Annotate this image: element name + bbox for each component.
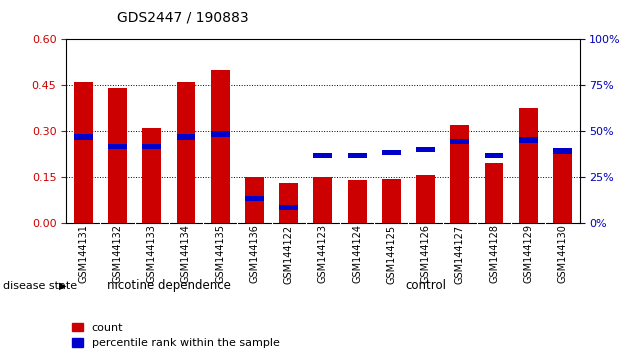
Bar: [382, 150, 401, 155]
Bar: [279, 183, 298, 223]
Bar: [142, 144, 161, 149]
Bar: [348, 153, 367, 158]
Bar: [484, 153, 503, 158]
Bar: [108, 144, 127, 149]
Bar: [74, 82, 93, 223]
Bar: [553, 154, 572, 223]
Text: GDS2447 / 190883: GDS2447 / 190883: [117, 11, 248, 25]
Bar: [450, 125, 469, 223]
Bar: [314, 153, 332, 158]
Bar: [519, 108, 537, 223]
Legend: count, percentile rank within the sample: count, percentile rank within the sample: [72, 322, 280, 348]
Bar: [450, 139, 469, 144]
Bar: [211, 70, 229, 223]
Bar: [553, 148, 572, 154]
Bar: [382, 178, 401, 223]
Bar: [74, 135, 93, 140]
Text: nicotine dependence: nicotine dependence: [107, 279, 231, 292]
Text: disease state: disease state: [3, 281, 77, 291]
Bar: [211, 131, 229, 137]
Bar: [348, 180, 367, 223]
Bar: [314, 177, 332, 223]
Bar: [519, 137, 537, 143]
Bar: [108, 88, 127, 223]
Bar: [176, 82, 195, 223]
Bar: [279, 205, 298, 210]
Text: ▶: ▶: [59, 281, 66, 291]
Bar: [484, 163, 503, 223]
Bar: [416, 176, 435, 223]
Bar: [176, 135, 195, 140]
Bar: [142, 128, 161, 223]
Bar: [416, 147, 435, 152]
Bar: [245, 196, 264, 201]
Text: control: control: [405, 279, 446, 292]
Bar: [245, 177, 264, 223]
